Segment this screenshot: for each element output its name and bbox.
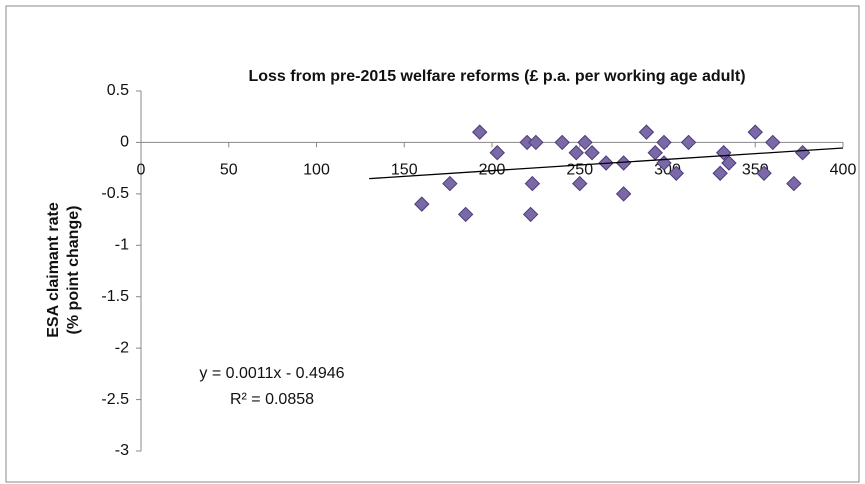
x-tick-label: 0 xyxy=(137,162,146,179)
data-point xyxy=(472,124,488,140)
x-tick-label: 50 xyxy=(220,162,238,179)
data-point xyxy=(524,175,541,192)
data-point xyxy=(528,134,544,151)
data-point xyxy=(668,165,684,181)
y-tick-label: 0 xyxy=(120,134,129,151)
data-point xyxy=(568,145,584,161)
data-point xyxy=(522,206,539,223)
data-point xyxy=(786,175,802,192)
y-tick-label: -1.5 xyxy=(101,288,129,305)
data-point xyxy=(489,145,505,161)
data-point xyxy=(584,145,600,161)
y-axis-title: ESA claimant rate xyxy=(45,202,62,338)
data-point xyxy=(615,155,632,171)
data-point xyxy=(572,175,588,192)
r-squared: R² = 0.0858 xyxy=(230,391,314,408)
x-tick-label: 400 xyxy=(830,162,857,179)
axis-title: Loss from pre-2015 welfare reforms (£ p.… xyxy=(248,68,745,85)
trendline-equation: y = 0.0011x - 0.4946 xyxy=(199,365,344,382)
data-point xyxy=(615,186,632,202)
data-point xyxy=(680,134,697,151)
y-tick-label: -2.5 xyxy=(101,391,129,408)
data-point xyxy=(554,134,570,151)
y-tick-label: -2 xyxy=(115,339,129,356)
data-point xyxy=(577,134,593,151)
x-tick-label: 150 xyxy=(391,162,418,179)
y-tick-label: -1 xyxy=(115,237,129,254)
y-tick-label: -3 xyxy=(115,442,129,459)
data-point xyxy=(457,206,474,223)
data-point xyxy=(747,124,763,140)
data-point xyxy=(721,155,737,171)
data-point xyxy=(765,134,781,151)
x-tick-label: 100 xyxy=(303,162,330,179)
data-point xyxy=(756,165,772,181)
y-tick-label: -0.5 xyxy=(101,185,129,202)
data-point xyxy=(414,196,430,212)
trendline xyxy=(369,147,844,180)
data-point xyxy=(638,124,655,140)
y-tick-label: 0.5 xyxy=(107,82,129,99)
data-point xyxy=(442,175,458,192)
data-point xyxy=(712,165,728,181)
chart-frame xyxy=(5,5,860,483)
data-point xyxy=(656,134,672,151)
y-axis-title: (% point change) xyxy=(65,206,82,335)
